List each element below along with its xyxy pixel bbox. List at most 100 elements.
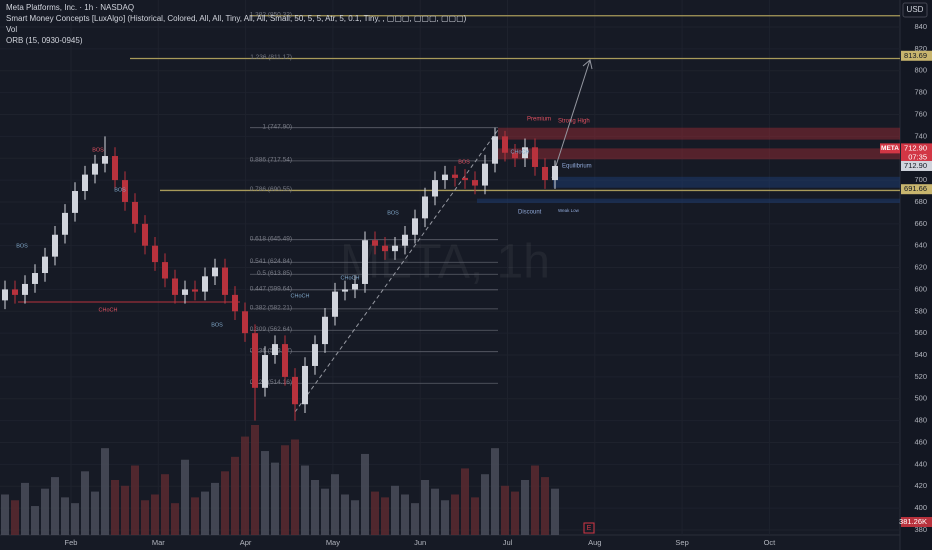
header-volume: Vol <box>6 25 17 34</box>
zone-label: Equilibrium <box>562 164 592 170</box>
volume <box>1 425 559 535</box>
x-tick-label: Mar <box>152 538 165 547</box>
header-symbol: Meta Platforms, Inc. · 1h · NASDAQ <box>6 3 134 12</box>
badge-tag <box>880 143 900 154</box>
volume-bar <box>351 500 359 535</box>
header-indicator: Smart Money Concepts [LuxAlgo] (Historic… <box>6 14 467 23</box>
badge-text: 712.90 <box>904 143 927 152</box>
candle-body <box>372 240 378 246</box>
volume-bar <box>461 468 469 535</box>
y-tick-label: 420 <box>914 481 927 490</box>
volume-bar <box>311 480 319 535</box>
candle-body <box>332 291 338 317</box>
y-tick-label: 760 <box>914 109 927 118</box>
volume-bar <box>121 485 129 535</box>
candle-body <box>182 289 188 295</box>
y-tick-label: 820 <box>914 44 927 53</box>
x-tick-label: Feb <box>65 538 78 547</box>
badge <box>901 50 932 61</box>
fib-label: 0.618 (645.49) <box>250 235 292 242</box>
volume-bar <box>21 482 29 535</box>
candle-body <box>392 245 398 252</box>
currency-button[interactable] <box>902 2 928 18</box>
candle-body <box>202 276 208 292</box>
y-tick-label: 700 <box>914 175 927 184</box>
fib-label: 0.541 (624.84) <box>250 258 292 265</box>
volume-bar <box>471 497 479 535</box>
candle-body <box>262 355 268 388</box>
structure-label: BOS <box>458 159 470 165</box>
volume-bar <box>261 451 269 535</box>
axes: 380 400 420 440 460 480 500 520 540 560 580 600 620 6… <box>65 22 932 547</box>
y-tick-label: 600 <box>914 284 927 293</box>
projection-arrow <box>551 59 591 179</box>
candle-body <box>472 180 478 186</box>
zone-label: Strong High <box>558 119 590 125</box>
volume-bar <box>111 480 119 535</box>
volume-bar <box>91 491 99 535</box>
candle-body <box>442 174 448 181</box>
candle-body <box>272 344 278 356</box>
x-tick-label: Sep <box>675 538 688 547</box>
candle-body <box>492 136 498 164</box>
y-tick-label: 520 <box>914 372 927 381</box>
x-tick-label: Aug <box>588 538 601 547</box>
candle-body <box>412 218 418 235</box>
currency: USD <box>907 5 924 14</box>
volume-bar <box>291 439 299 535</box>
structure-label: BOS <box>211 322 223 328</box>
candle-body <box>512 152 518 159</box>
candle-body <box>282 344 288 377</box>
volume-bar <box>431 488 439 535</box>
volume-bar <box>541 477 549 535</box>
candle-body <box>32 273 38 284</box>
candle-body <box>162 262 168 279</box>
event-mark <box>583 522 595 534</box>
volume-bar <box>271 462 279 535</box>
candle-body <box>22 283 28 295</box>
candle-body <box>82 174 88 192</box>
zone <box>498 148 900 160</box>
fib-label: 0.309 (562.64) <box>250 326 292 333</box>
volume-bar <box>421 480 429 535</box>
y-tick-label: 680 <box>914 197 927 206</box>
fib-label: 0.447 (599.64) <box>250 286 292 293</box>
badge-text: 712.90 <box>904 161 927 170</box>
volume-bar <box>491 448 499 535</box>
fib-label: 1.236 (811.17) <box>250 54 292 61</box>
candle-body <box>92 163 98 175</box>
y-tick-label: 780 <box>914 88 927 97</box>
volume-bar <box>161 474 169 535</box>
volume-bar <box>181 459 189 535</box>
volume-bar <box>391 485 399 535</box>
volume-bar <box>1 494 9 535</box>
volume-bar <box>71 503 79 535</box>
volume-bar <box>41 488 49 535</box>
volume-bar <box>251 425 259 535</box>
structure-label: CHoCH <box>99 307 118 313</box>
zone <box>477 198 900 204</box>
volume-bar <box>281 445 289 535</box>
structure-label: BOS <box>387 210 399 216</box>
candle-body <box>502 136 508 153</box>
volume-badge <box>901 517 932 527</box>
candle-body <box>112 156 118 181</box>
candle-body <box>212 267 218 277</box>
candle-body <box>142 223 148 246</box>
candle-body <box>172 278 178 295</box>
candle-body <box>422 196 428 219</box>
zone-label: Discount <box>518 210 542 216</box>
y-tick-label: 840 <box>914 22 927 31</box>
structure-label: BOS <box>16 243 28 249</box>
y-tick-label: 560 <box>914 328 927 337</box>
fib-label: 0.786 (690.55) <box>250 186 292 193</box>
volume-bar <box>61 497 69 535</box>
fib-label: 0.236 (543.07) <box>250 347 292 354</box>
event-label: E <box>587 525 592 532</box>
y-tick-label: 540 <box>914 350 927 359</box>
volume-bar <box>331 474 339 535</box>
zones: Premium Strong High Equilibrium Discount Wea… <box>477 117 900 216</box>
price-axis <box>900 0 932 550</box>
structure: BOS CHoCH BOS BOS BOS CHoCH CHoCH BOS CHoCH BOS <box>16 147 529 328</box>
badge-text: 691.66 <box>904 184 927 193</box>
